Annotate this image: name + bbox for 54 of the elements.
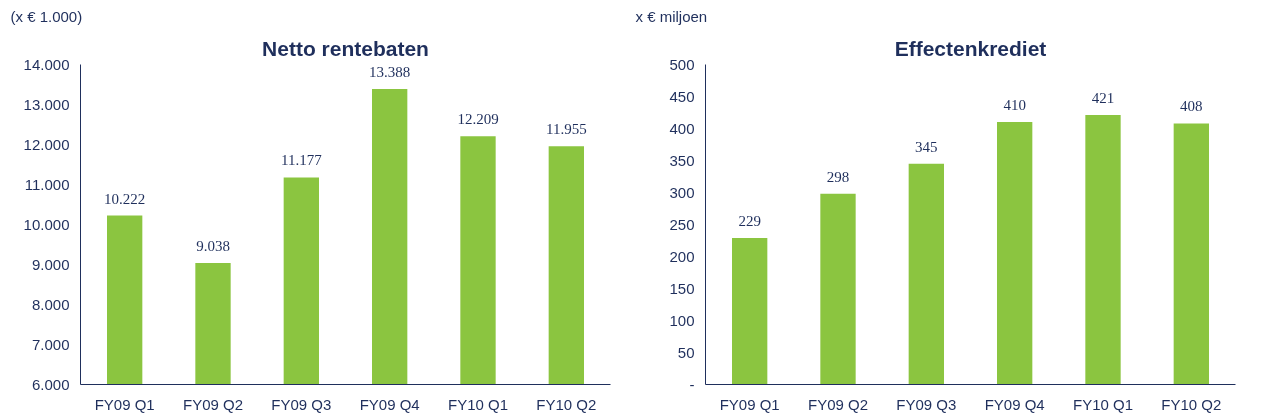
data-label: 11.177 — [280, 152, 323, 169]
bar — [732, 237, 768, 385]
y-tick-label: 500 — [669, 55, 695, 73]
data-label: 345 — [915, 138, 938, 155]
x-tick-label: FY09 Q1 — [94, 395, 155, 413]
x-tick-label: FY09 Q1 — [719, 395, 780, 413]
y-tick-label: 14.000 — [23, 55, 70, 73]
x-tick-label: FY10 Q2 — [1161, 395, 1222, 413]
y-tick-label: 6.000 — [31, 375, 70, 393]
x-tick-label: FY10 Q2 — [536, 395, 597, 413]
bar — [997, 122, 1033, 385]
bar — [1085, 115, 1121, 385]
bar — [1173, 123, 1209, 385]
y-tick-label: 13.000 — [23, 95, 70, 113]
y-axis-title: (x € 1.000) — [10, 7, 83, 25]
y-tick-label: 200 — [669, 247, 695, 265]
data-label: 10.222 — [104, 190, 146, 207]
y-tick-label: 350 — [669, 151, 695, 169]
bar — [908, 163, 944, 385]
y-tick-label: 10.000 — [23, 215, 70, 233]
chart-title: Effectenkrediet — [894, 36, 1047, 60]
data-label: 12.209 — [457, 111, 499, 128]
y-tick-label: 300 — [669, 183, 695, 201]
bar — [820, 193, 856, 385]
y-tick-label: - — [689, 375, 695, 393]
x-tick-label: FY10 Q1 — [1072, 395, 1134, 413]
x-tick-label: FY09 Q4 — [984, 395, 1045, 413]
data-label: 410 — [1003, 97, 1026, 114]
x-tick-label: FY09 Q3 — [896, 395, 957, 413]
data-label: 9.038 — [196, 237, 230, 254]
y-tick-label: 8.000 — [31, 295, 70, 313]
y-tick-label: 7.000 — [31, 335, 70, 353]
x-tick-label: FY09 Q2 — [182, 395, 244, 413]
data-label: 298 — [826, 168, 850, 185]
y-tick-label: 450 — [669, 87, 695, 105]
x-tick-label: FY09 Q3 — [271, 395, 332, 413]
chart-title: Netto rentebaten — [262, 36, 429, 60]
x-tick-label: FY09 Q4 — [359, 395, 420, 413]
y-tick-label: 150 — [669, 279, 695, 297]
data-label: 11.955 — [545, 121, 587, 138]
data-label: 13.388 — [369, 63, 411, 80]
data-label: 421 — [1091, 90, 1115, 107]
y-tick-label: 9.000 — [31, 255, 70, 273]
y-axis-title: x € miljoen — [635, 7, 708, 25]
y-tick-label: 50 — [677, 343, 695, 361]
y-tick-label: 400 — [669, 119, 695, 137]
x-tick-label: FY09 Q2 — [807, 395, 869, 413]
x-tick-label: FY10 Q1 — [447, 395, 509, 413]
y-tick-label: 12.000 — [23, 135, 70, 153]
data-label: 229 — [738, 212, 761, 229]
y-tick-label: 100 — [669, 311, 695, 329]
y-tick-label: 250 — [669, 215, 695, 233]
data-label: 408 — [1180, 98, 1203, 115]
y-tick-label: 11.000 — [24, 175, 70, 193]
